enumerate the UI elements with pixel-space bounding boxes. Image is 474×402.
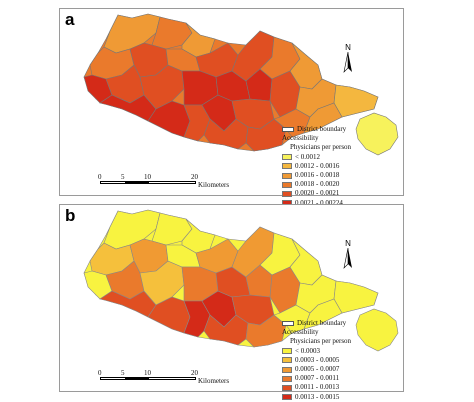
legend-item-label: 0.0007 - 0.0011 bbox=[295, 374, 340, 383]
north-label: N bbox=[345, 239, 351, 248]
scale-bar-graphic bbox=[100, 181, 196, 184]
legend-item-label: < 0.0003 bbox=[295, 346, 320, 355]
legend-item: 0.0012 - 0.0016 bbox=[282, 162, 351, 171]
legend-item-label: 0.0018 - 0.0020 bbox=[295, 180, 340, 189]
legend-item: 0.0011 - 0.0013 bbox=[282, 383, 351, 392]
north-arrow: N bbox=[343, 239, 353, 272]
scale-tick: 0 bbox=[98, 173, 102, 181]
legend-item: 0.0007 - 0.0011 bbox=[282, 374, 351, 383]
east-peninsula bbox=[355, 112, 399, 156]
boundary-swatch bbox=[282, 127, 294, 133]
scale-tick: 20 bbox=[191, 369, 198, 377]
legend-item-label: 0.0005 - 0.0007 bbox=[295, 364, 340, 373]
map-legend: District boundary Accessibility Physicia… bbox=[282, 319, 351, 402]
legend-subtitle: Physicians per person bbox=[290, 337, 352, 346]
scale-tick: 10 bbox=[144, 369, 151, 377]
scale-unit: Kilometers bbox=[198, 377, 230, 385]
legend-swatch bbox=[282, 348, 292, 355]
accessibility-map-b bbox=[83, 209, 399, 352]
district bbox=[245, 118, 287, 152]
legend-item: 0.0020 - 0.0021 bbox=[282, 189, 351, 198]
legend-item-label: 0.0003 - 0.0005 bbox=[295, 355, 340, 364]
north-arrow-icon bbox=[343, 51, 352, 73]
boundary-swatch bbox=[282, 321, 294, 327]
scale-tick: 0 bbox=[98, 369, 102, 377]
scale-bar-graphic bbox=[100, 377, 196, 380]
legend-subtitle: Physicians per person bbox=[290, 143, 352, 152]
legend-item-label: < 0.0012 bbox=[295, 152, 320, 161]
legend-swatch bbox=[282, 366, 292, 373]
legend-swatch bbox=[282, 163, 292, 170]
legend-boundary: District boundary bbox=[282, 125, 351, 134]
legend-item: < 0.0012 bbox=[282, 153, 351, 162]
scale-tick: 5 bbox=[121, 173, 125, 181]
legend-item: 0.0018 - 0.0020 bbox=[282, 180, 351, 189]
scale-ticks: 0 5 10 20 bbox=[98, 369, 198, 377]
scale-tick: 10 bbox=[144, 173, 151, 181]
map-legend: District boundary Accessibility Physicia… bbox=[282, 125, 351, 208]
scale-bar: 0 5 10 20 Kilometers bbox=[98, 173, 229, 189]
district bbox=[99, 290, 157, 318]
legend-title: Accessibility bbox=[282, 134, 319, 143]
legend-item-label: 0.0012 - 0.0016 bbox=[295, 161, 340, 170]
legend-item-label: 0.0021 - 0.00224 bbox=[295, 198, 343, 207]
legend-item: 0.0013 - 0.0015 bbox=[282, 393, 351, 402]
district bbox=[99, 94, 157, 122]
legend-swatch bbox=[282, 357, 292, 364]
north-arrow: N bbox=[343, 43, 353, 76]
district bbox=[333, 84, 379, 118]
district bbox=[303, 102, 343, 134]
north-label: N bbox=[345, 43, 351, 52]
legend-swatch bbox=[282, 394, 292, 401]
legend-boundary-label: District boundary bbox=[297, 125, 347, 133]
map-panel-b: b N bbox=[59, 204, 404, 401]
accessibility-map-a bbox=[83, 13, 399, 156]
scale-tick: 20 bbox=[191, 173, 198, 181]
legend-boundary-label: District boundary bbox=[297, 319, 347, 327]
scale-tick: 5 bbox=[121, 369, 125, 377]
north-arrow-icon bbox=[343, 247, 352, 269]
legend-item: 0.0005 - 0.0007 bbox=[282, 365, 351, 374]
district bbox=[303, 298, 343, 330]
legend-swatch bbox=[282, 181, 292, 188]
legend-item-label: 0.0020 - 0.0021 bbox=[295, 189, 340, 198]
legend-item: 0.0016 - 0.0018 bbox=[282, 171, 351, 180]
legend-swatch bbox=[282, 375, 292, 382]
legend-item: < 0.0003 bbox=[282, 347, 351, 356]
scale-unit: Kilometers bbox=[198, 181, 230, 189]
legend-swatch bbox=[282, 154, 292, 161]
legend-item-label: 0.0013 - 0.0015 bbox=[295, 392, 340, 401]
scale-ticks: 0 5 10 20 bbox=[98, 173, 198, 181]
panel-label: b bbox=[65, 206, 76, 225]
east-peninsula bbox=[355, 308, 399, 352]
legend-title: Accessibility bbox=[282, 328, 319, 337]
legend-swatch bbox=[282, 190, 292, 197]
district bbox=[333, 280, 379, 314]
legend-boundary: District boundary bbox=[282, 319, 351, 328]
legend-item: 0.0003 - 0.0005 bbox=[282, 356, 351, 365]
legend-item-label: 0.0016 - 0.0018 bbox=[295, 170, 340, 179]
district bbox=[245, 314, 287, 348]
legend-swatch bbox=[282, 384, 292, 391]
legend-swatch bbox=[282, 172, 292, 179]
legend-item-label: 0.0011 - 0.0013 bbox=[295, 383, 340, 392]
panel-label: a bbox=[65, 10, 75, 29]
map-panel-a: a N bbox=[59, 8, 404, 207]
scale-bar: 0 5 10 20 Kilometers bbox=[98, 369, 229, 385]
